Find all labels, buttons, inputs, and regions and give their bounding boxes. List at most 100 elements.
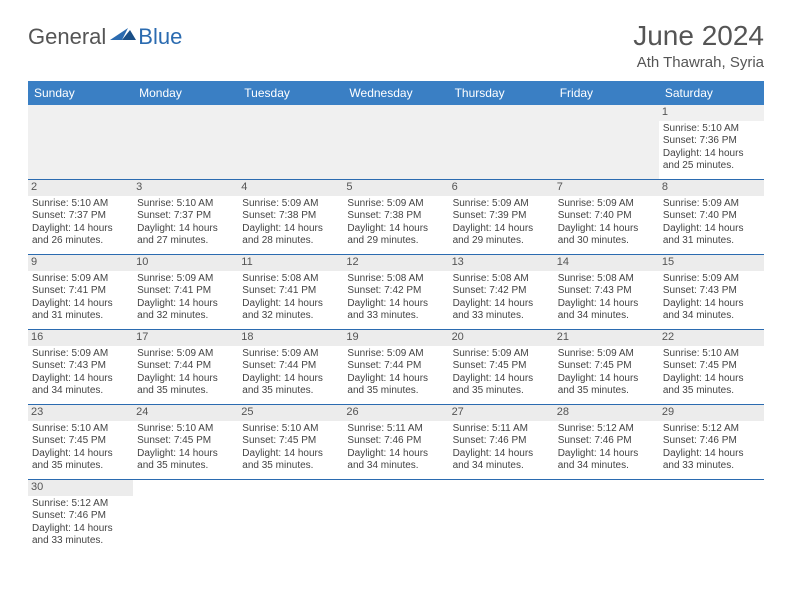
location-text: Ath Thawrah, Syria [633,54,764,71]
flag-icon [110,26,136,49]
daylight-text: Daylight: 14 hours [558,298,655,311]
daylight-text: Daylight: 14 hours [558,373,655,386]
day-number: 10 [133,255,238,271]
day-number: 13 [449,255,554,271]
title-block: June 2024 Ath Thawrah, Syria [633,20,764,71]
sunrise-text: Sunrise: 5:10 AM [137,423,234,436]
sunrise-text: Sunrise: 5:08 AM [558,273,655,286]
day-cell [449,480,554,555]
day-number: 25 [238,405,343,421]
day-header-row: Sunday Monday Tuesday Wednesday Thursday… [28,81,764,105]
day-cell: 11Sunrise: 5:08 AMSunset: 7:41 PMDayligh… [238,255,343,330]
day-cell: 2Sunrise: 5:10 AMSunset: 7:37 PMDaylight… [28,180,133,255]
daylight-text: and 28 minutes. [242,235,339,248]
day-cell: 22Sunrise: 5:10 AMSunset: 7:45 PMDayligh… [659,330,764,405]
daylight-text: Daylight: 14 hours [242,223,339,236]
sunrise-text: Sunrise: 5:10 AM [242,423,339,436]
page-title: June 2024 [633,20,764,52]
daylight-text: and 34 minutes. [453,460,550,473]
daylight-text: and 33 minutes. [663,460,760,473]
sunrise-text: Sunrise: 5:08 AM [347,273,444,286]
day-number: 29 [659,405,764,421]
daylight-text: and 35 minutes. [453,385,550,398]
day-number: 12 [343,255,448,271]
sunrise-text: Sunrise: 5:09 AM [242,198,339,211]
daylight-text: and 35 minutes. [347,385,444,398]
day-cell: 28Sunrise: 5:12 AMSunset: 7:46 PMDayligh… [554,405,659,480]
daylight-text: Daylight: 14 hours [453,448,550,461]
daylight-text: Daylight: 14 hours [347,373,444,386]
daylight-text: Daylight: 14 hours [242,448,339,461]
daylight-text: Daylight: 14 hours [32,373,129,386]
day-number: 4 [238,180,343,196]
day-cell: 12Sunrise: 5:08 AMSunset: 7:42 PMDayligh… [343,255,448,330]
day-number: 11 [238,255,343,271]
sunset-text: Sunset: 7:38 PM [347,210,444,223]
daylight-text: and 35 minutes. [558,385,655,398]
day-cell: 10Sunrise: 5:09 AMSunset: 7:41 PMDayligh… [133,255,238,330]
sunset-text: Sunset: 7:46 PM [453,435,550,448]
sunrise-text: Sunrise: 5:10 AM [663,123,760,136]
day-number: 1 [659,105,764,121]
day-cell: 3Sunrise: 5:10 AMSunset: 7:37 PMDaylight… [133,180,238,255]
sunset-text: Sunset: 7:40 PM [558,210,655,223]
day-cell: 1Sunrise: 5:10 AMSunset: 7:36 PMDaylight… [659,105,764,180]
daylight-text: Daylight: 14 hours [558,448,655,461]
daylight-text: Daylight: 14 hours [453,298,550,311]
sunset-text: Sunset: 7:45 PM [453,360,550,373]
sunset-text: Sunset: 7:41 PM [242,285,339,298]
day-cell: 27Sunrise: 5:11 AMSunset: 7:46 PMDayligh… [449,405,554,480]
sunrise-text: Sunrise: 5:09 AM [242,348,339,361]
day-cell [238,105,343,180]
sunrise-text: Sunrise: 5:12 AM [558,423,655,436]
daylight-text: and 33 minutes. [32,535,129,548]
daylight-text: Daylight: 14 hours [32,523,129,536]
sunrise-text: Sunrise: 5:09 AM [663,198,760,211]
week-row: 23Sunrise: 5:10 AMSunset: 7:45 PMDayligh… [28,405,764,480]
day-cell [449,105,554,180]
sunset-text: Sunset: 7:44 PM [347,360,444,373]
dayhdr-wed: Wednesday [343,81,448,105]
sunrise-text: Sunrise: 5:11 AM [453,423,550,436]
logo: General Blue [28,24,182,50]
daylight-text: Daylight: 14 hours [137,223,234,236]
logo-text-part1: General [28,24,106,50]
day-cell: 13Sunrise: 5:08 AMSunset: 7:42 PMDayligh… [449,255,554,330]
sunrise-text: Sunrise: 5:08 AM [453,273,550,286]
sunset-text: Sunset: 7:46 PM [663,435,760,448]
day-number: 9 [28,255,133,271]
week-row: 1Sunrise: 5:10 AMSunset: 7:36 PMDaylight… [28,105,764,180]
week-row: 30Sunrise: 5:12 AMSunset: 7:46 PMDayligh… [28,480,764,555]
daylight-text: and 34 minutes. [663,310,760,323]
sunrise-text: Sunrise: 5:12 AM [663,423,760,436]
daylight-text: and 35 minutes. [663,385,760,398]
daylight-text: Daylight: 14 hours [32,298,129,311]
sunset-text: Sunset: 7:42 PM [347,285,444,298]
dayhdr-sat: Saturday [659,81,764,105]
dayhdr-fri: Friday [554,81,659,105]
daylight-text: and 33 minutes. [453,310,550,323]
day-number: 26 [343,405,448,421]
daylight-text: and 35 minutes. [242,460,339,473]
day-number: 5 [343,180,448,196]
day-cell: 7Sunrise: 5:09 AMSunset: 7:40 PMDaylight… [554,180,659,255]
day-number: 18 [238,330,343,346]
day-cell: 19Sunrise: 5:09 AMSunset: 7:44 PMDayligh… [343,330,448,405]
daylight-text: Daylight: 14 hours [137,373,234,386]
day-cell: 20Sunrise: 5:09 AMSunset: 7:45 PMDayligh… [449,330,554,405]
dayhdr-thu: Thursday [449,81,554,105]
calendar-table: Sunday Monday Tuesday Wednesday Thursday… [28,81,764,554]
daylight-text: and 33 minutes. [347,310,444,323]
daylight-text: and 35 minutes. [137,460,234,473]
daylight-text: and 34 minutes. [347,460,444,473]
logo-text-part2: Blue [138,24,182,50]
daylight-text: Daylight: 14 hours [663,448,760,461]
daylight-text: Daylight: 14 hours [32,448,129,461]
sunset-text: Sunset: 7:38 PM [242,210,339,223]
daylight-text: Daylight: 14 hours [347,448,444,461]
sunrise-text: Sunrise: 5:08 AM [242,273,339,286]
week-row: 9Sunrise: 5:09 AMSunset: 7:41 PMDaylight… [28,255,764,330]
sunset-text: Sunset: 7:37 PM [32,210,129,223]
day-cell [133,105,238,180]
daylight-text: Daylight: 14 hours [558,223,655,236]
